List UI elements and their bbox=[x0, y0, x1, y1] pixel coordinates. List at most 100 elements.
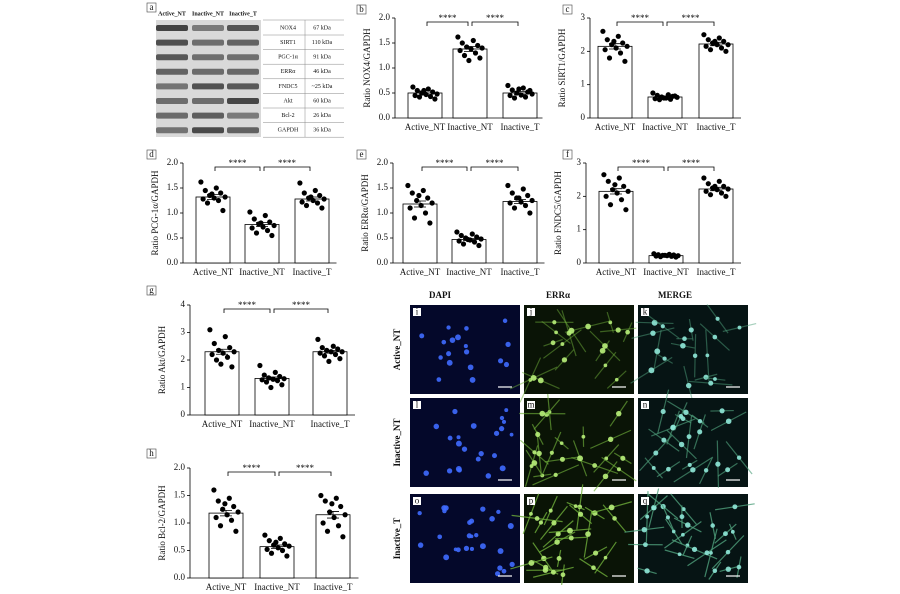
blot-band bbox=[227, 54, 259, 61]
data-point bbox=[434, 91, 440, 97]
panel-letter: f bbox=[566, 149, 569, 159]
cell-nucleus bbox=[469, 377, 476, 383]
data-point bbox=[213, 357, 220, 363]
cell-nucleus bbox=[665, 515, 670, 520]
data-point bbox=[299, 199, 305, 205]
cell-nucleus bbox=[577, 511, 584, 517]
column-header: ERRα bbox=[546, 290, 570, 300]
cell-nucleus bbox=[620, 455, 626, 461]
error-bar bbox=[464, 46, 476, 52]
data-point bbox=[277, 373, 283, 380]
cell-nucleus bbox=[498, 426, 505, 432]
x-tick-label: Inactive_T bbox=[501, 267, 540, 277]
y-tick-label: 1.0 bbox=[174, 517, 186, 527]
data-point bbox=[672, 93, 678, 99]
y-tick-label: 1 bbox=[581, 79, 586, 89]
data-point bbox=[337, 356, 343, 362]
data-point bbox=[605, 178, 611, 184]
panel-letter: g bbox=[149, 285, 154, 295]
data-point bbox=[332, 351, 339, 358]
cell-nucleus bbox=[653, 450, 659, 456]
cell-nucleus bbox=[501, 419, 507, 424]
cell-nucleus bbox=[725, 418, 732, 425]
data-point bbox=[701, 175, 707, 181]
micrograph bbox=[410, 305, 520, 394]
data-point bbox=[222, 501, 228, 507]
panel-letter-box bbox=[356, 149, 367, 160]
significance-label: **** bbox=[682, 158, 701, 168]
data-point bbox=[420, 187, 426, 194]
data-point bbox=[455, 34, 461, 40]
cell-nucleus bbox=[685, 522, 691, 528]
cell-nucleus bbox=[690, 467, 696, 473]
cell-nucleus bbox=[534, 516, 540, 521]
cell-nucleus bbox=[552, 320, 557, 325]
cell-nucleus bbox=[616, 467, 621, 472]
panel-letter-box bbox=[562, 149, 573, 160]
cell-nucleus bbox=[581, 434, 586, 439]
cell-nucleus bbox=[449, 337, 456, 343]
protein-name: Bcl-2 bbox=[281, 113, 294, 119]
micrograph bbox=[638, 398, 748, 487]
y-tick-label: 0.5 bbox=[377, 232, 389, 242]
cell-nucleus bbox=[599, 347, 606, 354]
significance-label: **** bbox=[632, 158, 651, 168]
data-point bbox=[213, 514, 219, 521]
blot-band bbox=[192, 83, 224, 90]
cell-nucleus bbox=[437, 534, 443, 540]
data-point bbox=[202, 187, 208, 194]
error-bar bbox=[220, 509, 232, 517]
cell-nucleus bbox=[737, 325, 742, 330]
cell-nucleus bbox=[498, 358, 504, 364]
cell-nucleus bbox=[441, 339, 447, 345]
cell-nucleus bbox=[715, 461, 721, 467]
x-tick-label: Active_NT bbox=[202, 419, 243, 429]
significance-label: **** bbox=[682, 13, 701, 23]
panel-letter: l bbox=[416, 400, 419, 410]
data-point bbox=[716, 178, 722, 184]
data-point bbox=[324, 528, 331, 534]
blot-band bbox=[192, 127, 224, 134]
blot-band bbox=[227, 68, 259, 75]
data-point bbox=[507, 200, 513, 206]
y-tick-label: 1.0 bbox=[377, 207, 389, 217]
panel-letter: n bbox=[643, 400, 648, 410]
data-point bbox=[412, 92, 418, 99]
cell-nucleus bbox=[493, 430, 500, 436]
x-tick-label: Inactive_T bbox=[697, 122, 736, 132]
error-bar bbox=[660, 254, 672, 257]
data-point bbox=[321, 196, 327, 202]
column-header: MERGE bbox=[658, 290, 692, 300]
y-tick-label: 2.0 bbox=[377, 157, 389, 167]
cell-nucleus bbox=[560, 572, 566, 578]
y-tick-label: 2 bbox=[181, 354, 186, 364]
data-point bbox=[335, 523, 342, 529]
significance-bracket bbox=[263, 166, 311, 171]
cell-nucleus bbox=[480, 506, 486, 512]
cell-nucleus bbox=[531, 460, 538, 466]
data-point bbox=[621, 183, 627, 189]
protein-size: 67 kDa bbox=[313, 25, 331, 31]
cell-nucleus bbox=[549, 450, 554, 455]
cell-nucleus bbox=[719, 408, 725, 414]
protein-name: SIRT1 bbox=[280, 40, 296, 46]
data-point bbox=[319, 345, 325, 351]
cell-nucleus bbox=[464, 326, 469, 331]
cell-nucleus bbox=[443, 554, 450, 561]
cell-nucleus bbox=[607, 436, 614, 442]
data-point bbox=[312, 187, 318, 194]
data-point bbox=[211, 340, 217, 347]
data-point bbox=[707, 192, 714, 198]
data-point bbox=[319, 205, 325, 211]
data-point bbox=[601, 172, 607, 178]
cell-nucleus bbox=[509, 561, 515, 567]
data-point bbox=[457, 47, 463, 54]
cell-nucleus bbox=[453, 547, 458, 552]
data-point bbox=[456, 238, 462, 244]
panel-letter-box bbox=[641, 308, 649, 316]
cell-nucleus bbox=[679, 514, 685, 520]
data-point bbox=[475, 42, 481, 49]
bar bbox=[451, 239, 487, 264]
blot-band bbox=[227, 127, 259, 134]
